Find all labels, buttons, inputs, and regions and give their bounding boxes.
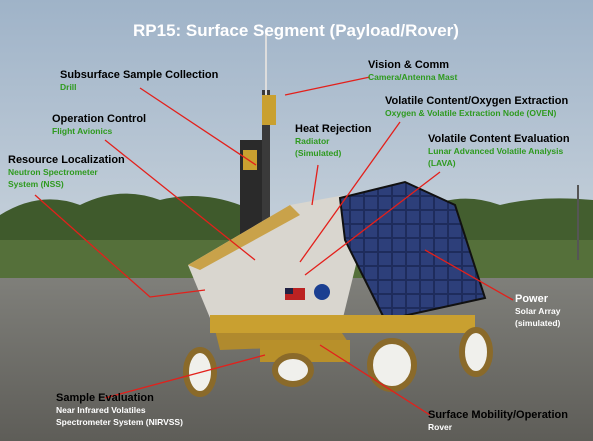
callout-title: Operation Control bbox=[52, 113, 146, 125]
slide: RP15: Surface Segment (Payload/Rover) Su… bbox=[0, 0, 593, 441]
callout-detail: System (NSS) bbox=[8, 179, 64, 189]
callout-detail: Near Infrared Volatiles bbox=[56, 405, 146, 415]
callout-detail: Drill bbox=[60, 82, 77, 92]
callout-detail: Neutron Spectrometer bbox=[8, 167, 98, 177]
callout-title: Surface Mobility/Operation bbox=[428, 409, 568, 421]
callout-detail: Spectrometer System (NIRVSS) bbox=[56, 417, 183, 427]
photo bbox=[0, 0, 593, 441]
callout-title: Power bbox=[515, 293, 549, 305]
callout-detail: (Simulated) bbox=[295, 148, 341, 158]
callout-title: Resource Localization bbox=[8, 154, 125, 166]
callout-detail: Flight Avionics bbox=[52, 126, 113, 136]
callout-detail: Solar Array bbox=[515, 306, 561, 316]
callout-detail: Camera/Antenna Mast bbox=[368, 72, 457, 82]
callout-title: Subsurface Sample Collection bbox=[60, 69, 219, 81]
slide-title: RP15: Surface Segment (Payload/Rover) bbox=[133, 21, 459, 40]
callout-detail: Lunar Advanced Volatile Analysis bbox=[428, 146, 564, 156]
callout-title: Volatile Content Evaluation bbox=[428, 133, 570, 145]
callout-title: Sample Evaluation bbox=[56, 392, 154, 404]
callout-title: Volatile Content/Oxygen Extraction bbox=[385, 95, 568, 107]
callout-detail: Oxygen & Volatile Extraction Node (OVEN) bbox=[385, 108, 556, 118]
callout-detail: (LAVA) bbox=[428, 158, 456, 168]
callout-detail: Radiator bbox=[295, 136, 330, 146]
callout-title: Heat Rejection bbox=[295, 123, 372, 135]
callout-detail: Rover bbox=[428, 422, 453, 432]
callout-detail: (simulated) bbox=[515, 318, 561, 328]
callout-title: Vision & Comm bbox=[368, 59, 449, 71]
